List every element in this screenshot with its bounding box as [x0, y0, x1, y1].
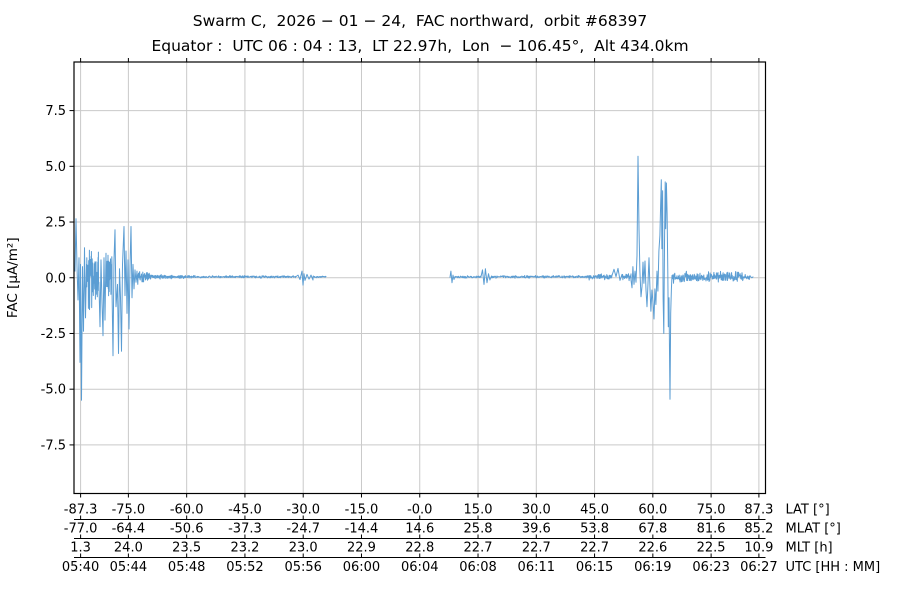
row-caption: MLT [h] [786, 541, 833, 556]
x-tick-label-row1: 87.3 [744, 503, 773, 518]
x-tick-label-row2: -24.7 [286, 522, 320, 537]
y-tick-label: -5.0 [41, 383, 66, 398]
x-tick-label-row2: -64.4 [112, 522, 146, 537]
x-tick-label-row4: 05:48 [168, 560, 205, 575]
x-tick-label-row1: 75.0 [697, 503, 726, 518]
x-tick-label-row3: 24.0 [114, 541, 143, 556]
x-tick-label-row1: 15.0 [464, 503, 493, 518]
x-tick-label-row3: 10.9 [744, 541, 773, 556]
x-tick-label-row3: 22.7 [580, 541, 609, 556]
x-tick-label-row4: 06:15 [576, 560, 613, 575]
y-tick-label: 0.0 [45, 271, 66, 286]
x-tick-label-row4: 06:23 [692, 560, 729, 575]
x-tick-label-row3: 23.5 [172, 541, 201, 556]
row-caption: UTC [HH : MM] [786, 560, 881, 575]
x-tick-label-row4: 05:52 [226, 560, 263, 575]
x-tick-label-row2: 14.6 [405, 522, 434, 537]
x-tick-label-row1: -87.3 [64, 503, 98, 518]
row-caption: MLAT [°] [786, 522, 841, 537]
x-tick-label-row1: -45.0 [228, 503, 262, 518]
x-tick-label-row2: 81.6 [697, 522, 726, 537]
x-tick-label-row4: 06:11 [518, 560, 555, 575]
x-tick-label-row3: 22.7 [522, 541, 551, 556]
x-tick-label-row1: -15.0 [345, 503, 379, 518]
x-tick-label-row3: 22.9 [347, 541, 376, 556]
x-tick-label-row1: -30.0 [286, 503, 320, 518]
x-tick-label-row2: -50.6 [170, 522, 204, 537]
row-caption: LAT [°] [786, 503, 830, 518]
x-tick-label-row4: 06:19 [634, 560, 671, 575]
x-tick-label-row3: 1.3 [70, 541, 91, 556]
x-tick-label-row2: 25.8 [464, 522, 493, 537]
x-tick-label-row2: 53.8 [580, 522, 609, 537]
x-tick-label-row2: 39.6 [522, 522, 551, 537]
x-tick-label-row1: -60.0 [170, 503, 204, 518]
x-tick-label-row3: 22.7 [464, 541, 493, 556]
x-tick-label-row3: 22.6 [638, 541, 667, 556]
x-tick-label-row3: 23.2 [230, 541, 259, 556]
x-tick-label-row1: 60.0 [638, 503, 667, 518]
x-tick-label-row2: 85.2 [744, 522, 773, 537]
x-tick-label-row4: 06:00 [343, 560, 380, 575]
x-tick-label-row2: -77.0 [64, 522, 98, 537]
x-tick-label-row1: 30.0 [522, 503, 551, 518]
fac-trace [74, 155, 754, 401]
y-tick-label: 5.0 [45, 160, 66, 175]
y-tick-label: 2.5 [45, 216, 66, 231]
chart-title: Swarm C, 2026 − 01 − 24, FAC northward, … [192, 12, 648, 30]
x-tick-label-row1: 45.0 [580, 503, 609, 518]
y-axis-label: FAC [µA/m²] [5, 237, 21, 318]
title-block: Swarm C, 2026 − 01 − 24, FAC northward, … [0, 9, 840, 59]
y-tick-label: 7.5 [45, 104, 66, 119]
x-tick-label-row4: 05:40 [62, 560, 99, 575]
x-tick-label-row4: 06:27 [740, 560, 777, 575]
x-tick-label-row4: 05:56 [284, 560, 321, 575]
x-tick-label-row3: 23.0 [289, 541, 318, 556]
x-tick-label-row1: -75.0 [112, 503, 146, 518]
x-tick-label-row2: -14.4 [345, 522, 379, 537]
x-tick-label-row2: -37.3 [228, 522, 262, 537]
x-tick-label-row3: 22.5 [697, 541, 726, 556]
x-tick-label-row2: 67.8 [638, 522, 667, 537]
chart-subtitle: Equator : UTC 06 : 04 : 13, LT 22.97h, L… [151, 37, 689, 55]
x-tick-label-row4: 05:44 [110, 560, 147, 575]
x-tick-label-row1: -0.0 [407, 503, 432, 518]
x-tick-label-row3: 22.8 [405, 541, 434, 556]
y-tick-label: -2.5 [41, 327, 66, 342]
x-tick-label-row4: 06:04 [401, 560, 438, 575]
x-tick-label-row4: 06:08 [459, 560, 496, 575]
y-tick-label: -7.5 [41, 438, 66, 453]
